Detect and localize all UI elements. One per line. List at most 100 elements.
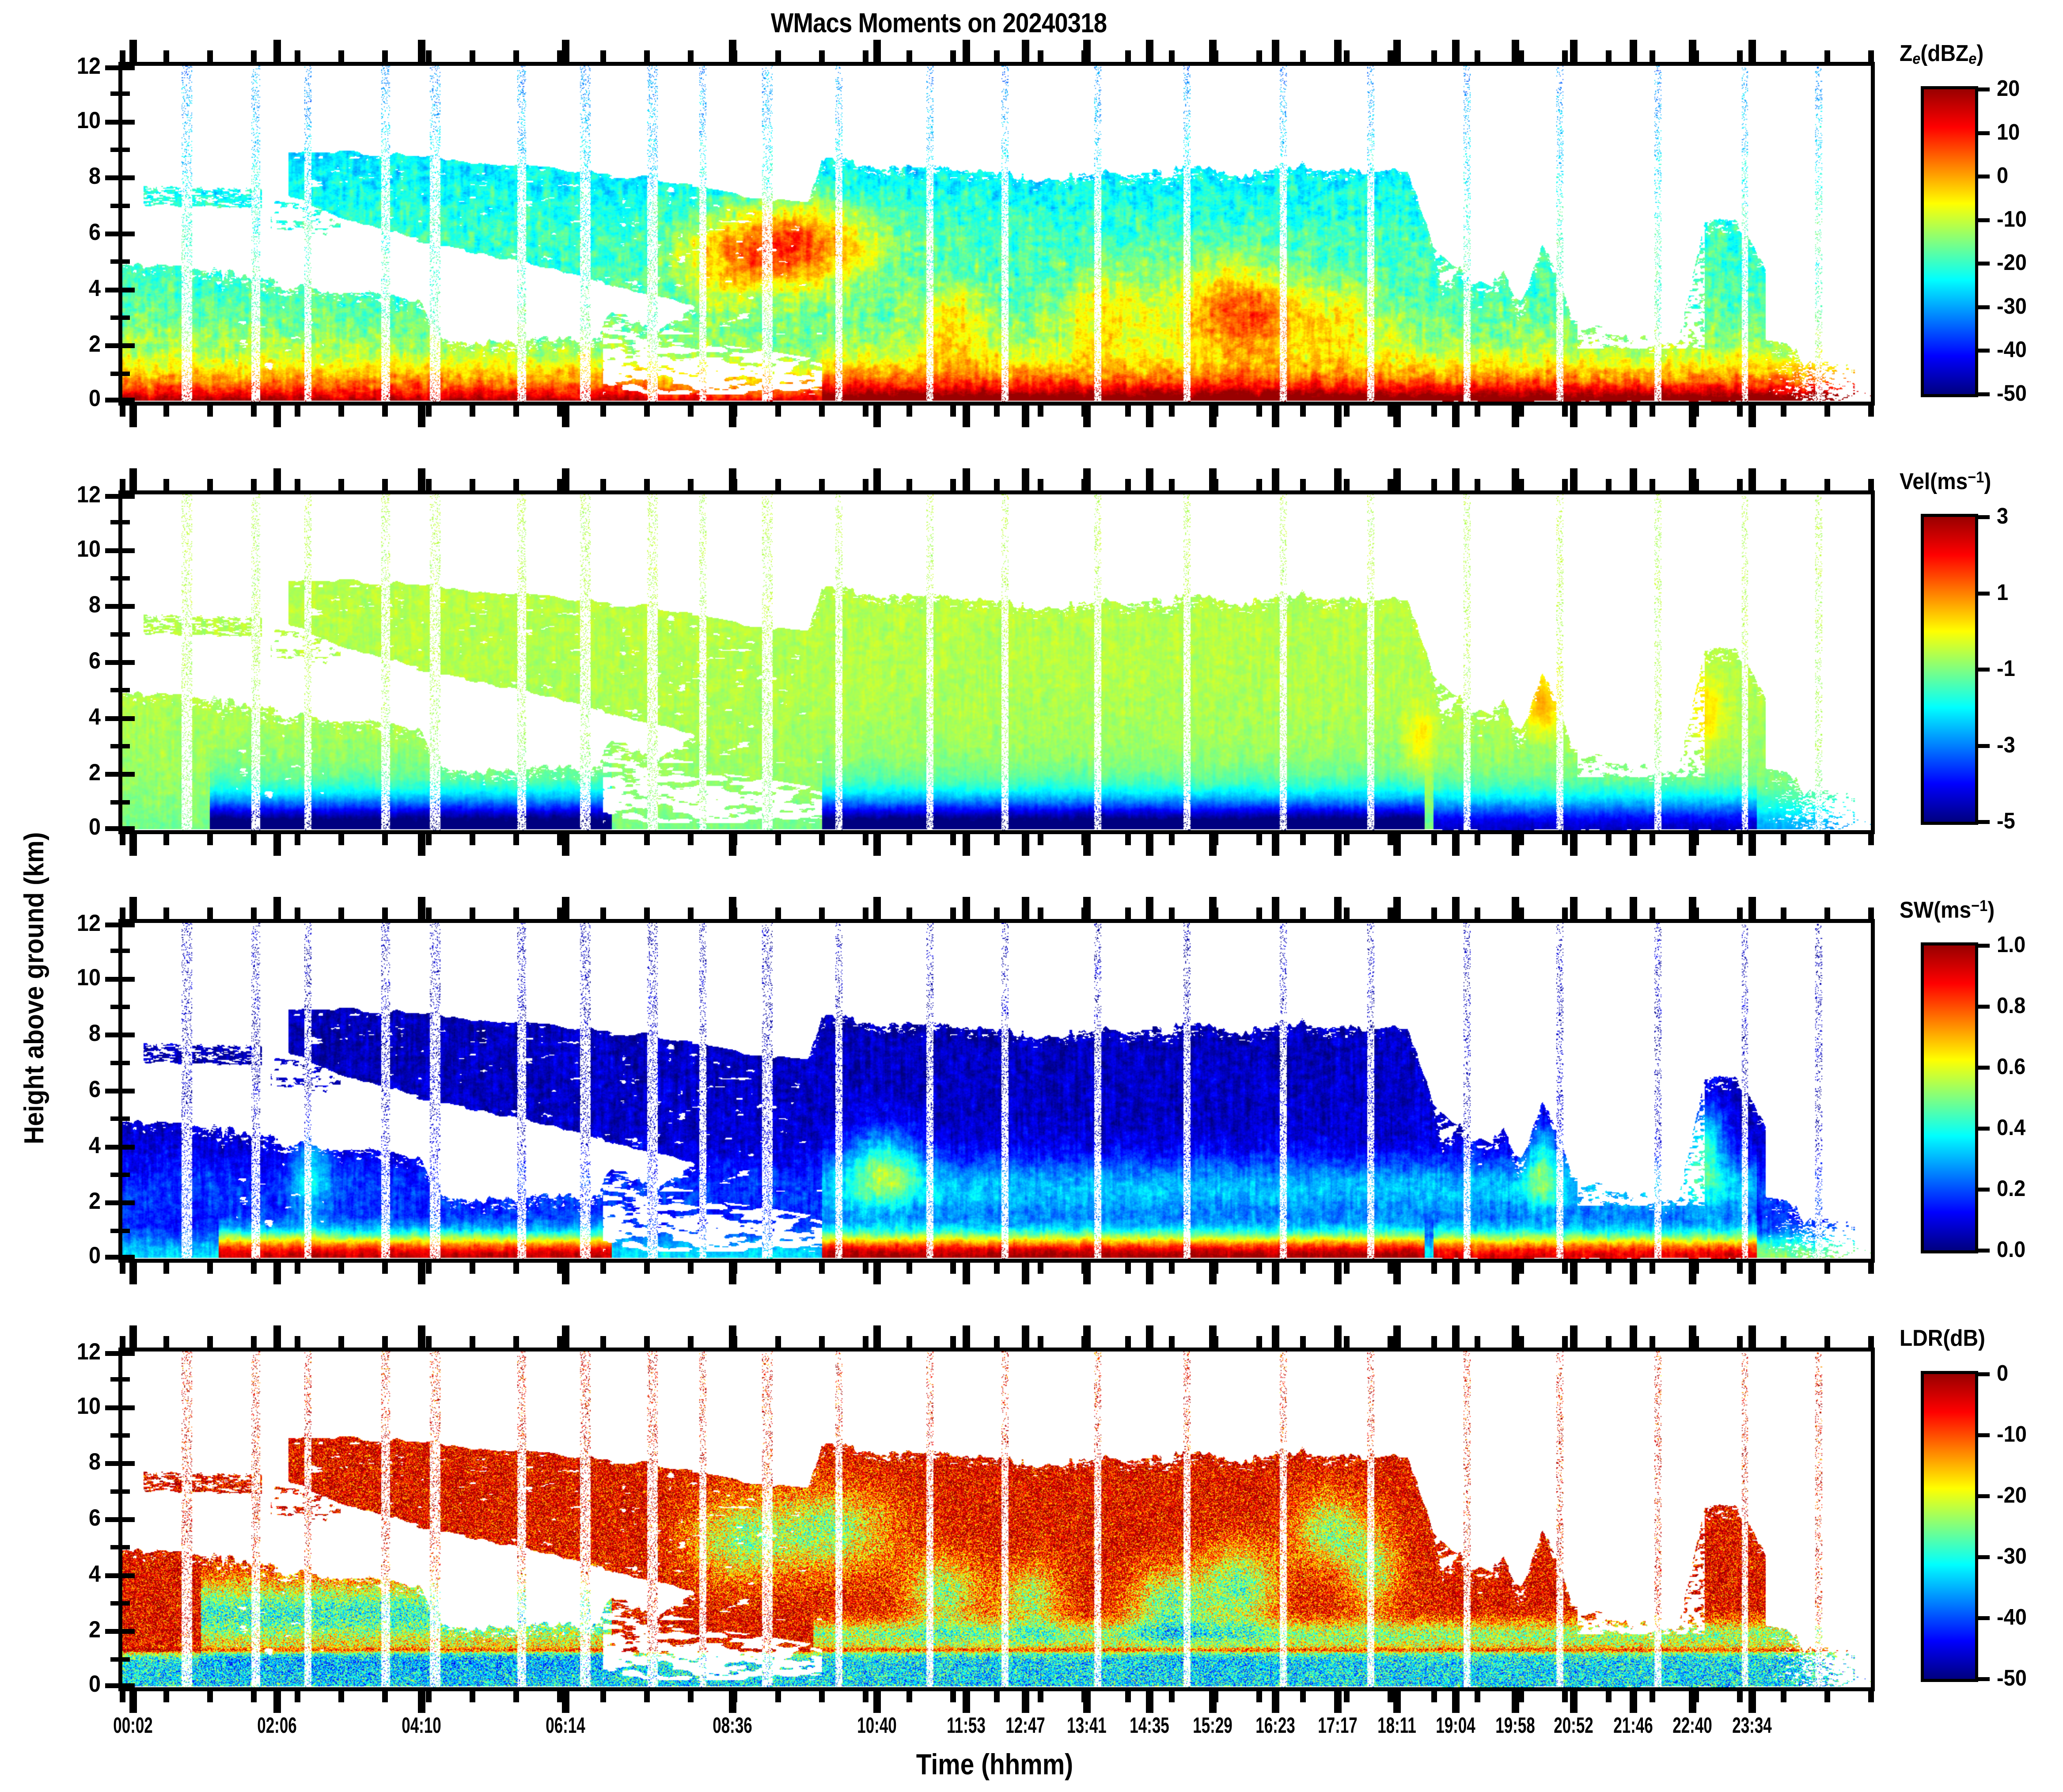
x-tick-label: 19:04: [1436, 1713, 1475, 1738]
colorbar-tick: [1978, 218, 1990, 222]
colorbar-tick-label: -1: [1997, 656, 2015, 681]
y-major-tick-inner: [122, 343, 135, 349]
x-minor-tick-bottom: [1606, 402, 1612, 417]
x-major-tick-bottom: [1334, 402, 1342, 427]
x-minor-tick-bottom: [600, 402, 607, 417]
x-major-tick-top: [962, 1325, 970, 1351]
x-tick-label: 15:29: [1193, 1713, 1232, 1738]
colorbar-title-reflectivity: Ze(dBZe): [1900, 41, 1984, 68]
colorbar-tick: [1978, 591, 1990, 596]
x-minor-tick-bottom: [1431, 830, 1437, 845]
x-minor-tick-top: [600, 50, 607, 65]
x-minor-tick-top: [338, 1336, 344, 1351]
x-minor-tick-bottom: [1650, 1687, 1656, 1702]
x-major-tick-top: [273, 468, 281, 494]
y-tick-label: 2: [88, 759, 101, 786]
colorbar-tick-label: 20: [1997, 76, 2020, 101]
y-tick-label: 4: [88, 275, 101, 301]
colorbar-tick-label: -50: [1997, 380, 2027, 406]
y-major-tick-inner: [122, 976, 135, 982]
y-minor-tick: [110, 800, 118, 805]
x-minor-tick-bottom: [338, 1259, 344, 1274]
x-major-tick-top: [1748, 468, 1756, 494]
x-major-tick-bottom: [1511, 1687, 1519, 1713]
colorbar-tick-label: 0.6: [1997, 1054, 2026, 1079]
x-major-tick-top: [1272, 1325, 1280, 1351]
x-minor-tick-top: [1824, 1336, 1831, 1351]
x-major-tick-top: [417, 1325, 425, 1351]
colorbar-tick-label: 0.0: [1997, 1237, 2026, 1262]
x-minor-tick-bottom: [120, 1259, 125, 1274]
x-major-tick-top: [1022, 468, 1030, 494]
y-major-tick: [105, 1461, 118, 1466]
x-major-tick-bottom: [1452, 1687, 1460, 1713]
x-major-tick-top: [1748, 1325, 1756, 1351]
x-minor-tick-bottom: [207, 830, 213, 845]
x-minor-tick-bottom: [644, 1687, 650, 1702]
colorbar-tick: [1978, 668, 1990, 672]
y-major-tick-inner: [122, 1461, 135, 1466]
x-minor-tick-top: [863, 50, 869, 65]
x-major-tick-top: [962, 897, 970, 923]
x-minor-tick-bottom: [1431, 402, 1437, 417]
x-minor-tick-top: [1431, 1336, 1437, 1351]
x-minor-tick-top: [1781, 479, 1787, 494]
x-major-tick-top: [1570, 1325, 1578, 1351]
x-minor-tick-bottom: [950, 1259, 956, 1274]
x-major-tick-bottom: [1022, 830, 1030, 856]
x-minor-tick-bottom: [1037, 1259, 1043, 1274]
x-minor-tick-bottom: [338, 1687, 344, 1702]
x-minor-tick-bottom: [1781, 402, 1787, 417]
y-major-tick: [105, 1629, 118, 1634]
x-minor-tick-bottom: [1868, 830, 1874, 845]
y-minor-tick-inner: [122, 1005, 130, 1009]
x-minor-tick-bottom: [425, 402, 432, 417]
x-major-tick-top: [129, 40, 137, 65]
y-minor-tick: [110, 315, 118, 320]
x-minor-tick-top: [1343, 479, 1350, 494]
y-minor-tick-inner: [122, 1060, 130, 1065]
x-tick-label: 08:36: [713, 1713, 753, 1738]
colorbar-tick-label: -20: [1997, 250, 2027, 275]
x-minor-tick-top: [425, 50, 432, 65]
x-minor-tick-top: [906, 907, 913, 923]
x-major-tick-bottom: [1209, 1259, 1217, 1284]
colorbar-tick-label: 10: [1997, 119, 2020, 144]
x-minor-tick-bottom: [688, 1259, 694, 1274]
x-major-tick-top: [129, 1325, 137, 1351]
x-minor-tick-bottom: [994, 1687, 1000, 1702]
x-minor-tick-bottom: [1868, 1687, 1874, 1702]
x-major-tick-bottom: [1393, 1687, 1401, 1713]
x-minor-tick-top: [1168, 907, 1175, 923]
x-major-tick-bottom: [273, 402, 281, 427]
x-minor-tick-bottom: [1168, 1687, 1175, 1702]
y-minor-tick: [110, 1173, 118, 1177]
x-minor-tick-bottom: [1387, 402, 1393, 417]
colorbar-tick-label: 3: [1997, 503, 2009, 528]
y-major-tick: [105, 1033, 118, 1038]
colorbar-title-ldr: LDR(dB): [1900, 1325, 1985, 1351]
x-minor-tick-bottom: [819, 402, 825, 417]
x-major-tick-top: [1209, 897, 1217, 923]
x-minor-tick-bottom: [557, 1259, 563, 1274]
y-major-tick: [105, 604, 118, 609]
y-minor-tick-inner: [122, 315, 130, 320]
x-minor-tick-top: [557, 50, 563, 65]
x-minor-tick-top: [250, 479, 257, 494]
x-major-tick-top: [1511, 40, 1519, 65]
x-minor-tick-top: [863, 479, 869, 494]
x-minor-tick-bottom: [1824, 1687, 1831, 1702]
x-minor-tick-bottom: [163, 1687, 169, 1702]
x-minor-tick-top: [382, 479, 388, 494]
x-minor-tick-top: [382, 1336, 388, 1351]
x-tick-label: 17:17: [1318, 1713, 1358, 1738]
x-minor-tick-bottom: [382, 1259, 388, 1274]
x-minor-tick-top: [688, 50, 694, 65]
x-major-tick-bottom: [1272, 1259, 1280, 1284]
y-tick-label: 12: [76, 1339, 101, 1365]
x-major-tick-top: [873, 1325, 881, 1351]
x-major-tick-bottom: [562, 1687, 570, 1713]
x-major-tick-top: [1511, 1325, 1519, 1351]
colorbar-reflectivity: [1921, 86, 1978, 397]
y-minor-tick: [110, 1601, 118, 1606]
